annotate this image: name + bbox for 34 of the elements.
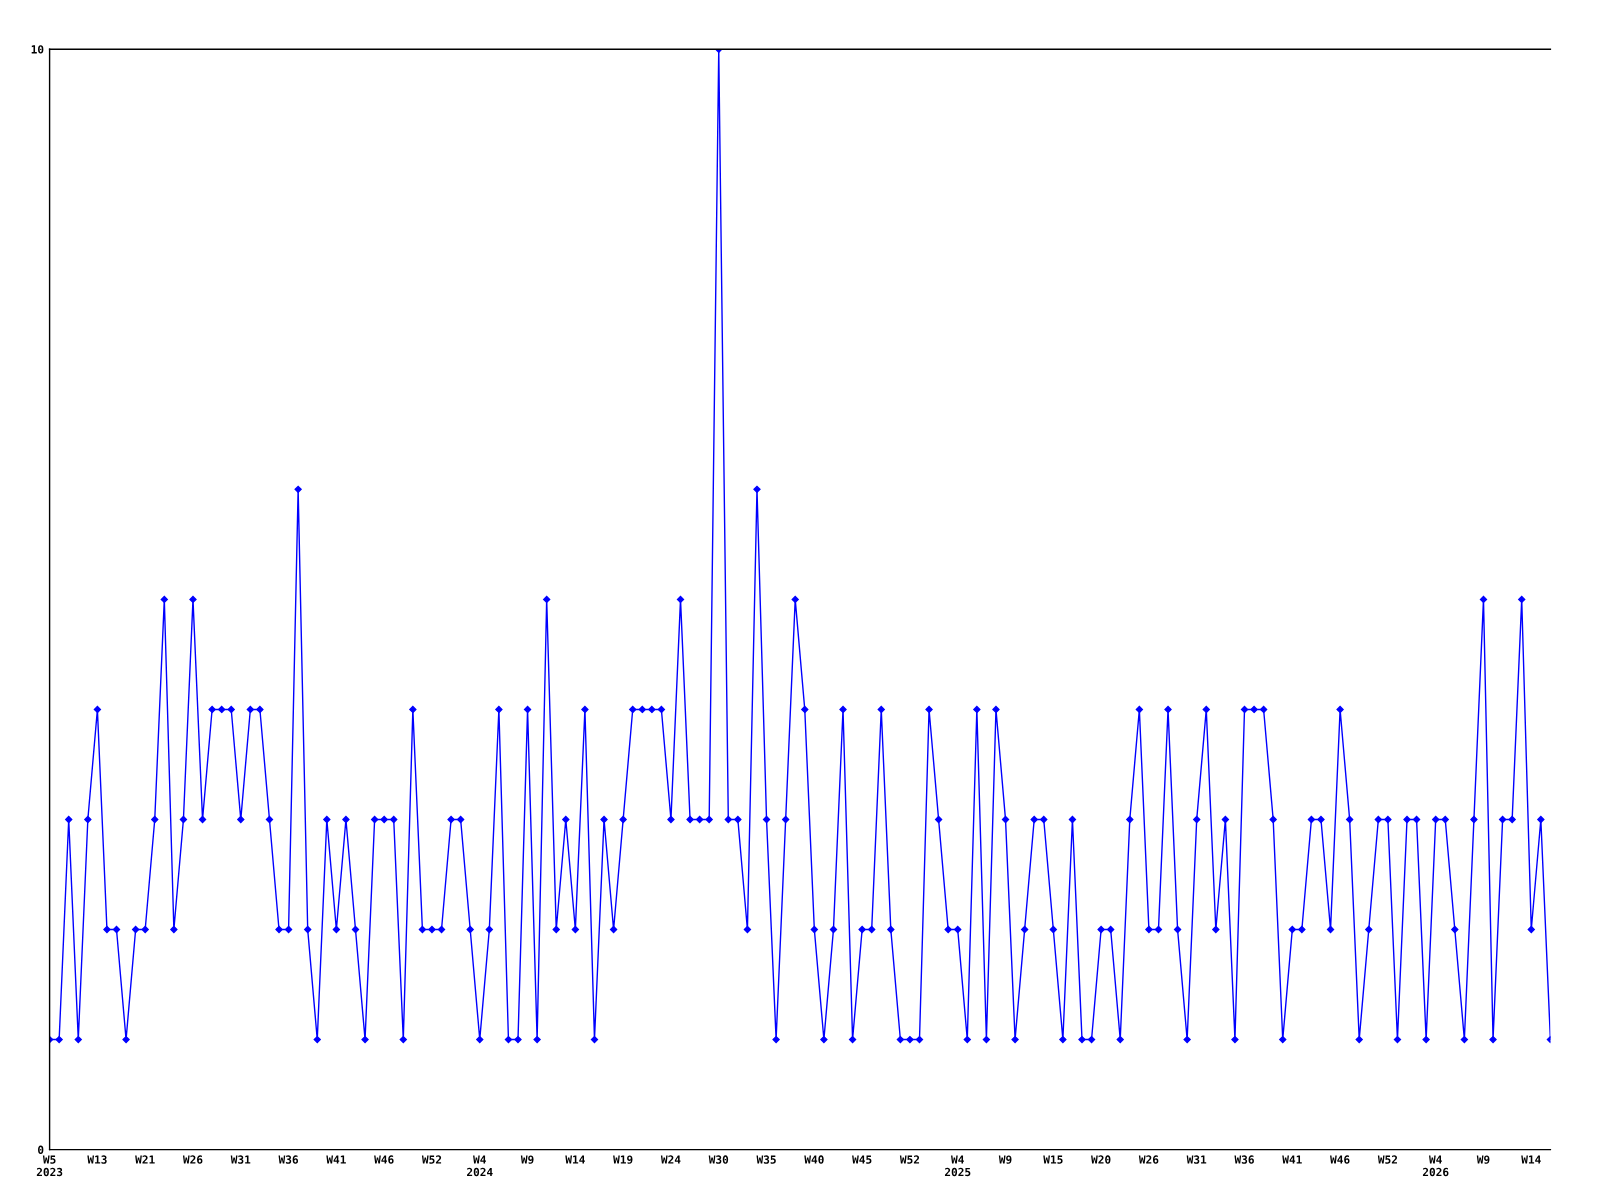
- x-tick-label: W30: [708, 1155, 729, 1164]
- x-tick-label: W21: [135, 1155, 155, 1164]
- x-tick-label: W31: [230, 1155, 251, 1164]
- x-tick-label: W9: [520, 1155, 534, 1164]
- x-tick-label: W52: [1377, 1155, 1398, 1164]
- x-tick-label: W14: [1521, 1155, 1541, 1164]
- x-tick-label: W20: [1091, 1155, 1111, 1164]
- x-tick-label: W4 2025: [944, 1155, 971, 1177]
- x-tick-label: W35: [756, 1155, 776, 1164]
- x-tick-label: W52: [899, 1155, 920, 1164]
- x-tick-label: W46: [374, 1155, 394, 1164]
- x-tick-label: W45: [852, 1155, 872, 1164]
- x-tick-label: W24: [660, 1155, 681, 1164]
- x-tick-label: W36: [278, 1155, 299, 1164]
- x-tick-label: W31: [1186, 1155, 1207, 1164]
- x-tick-label: W9: [998, 1155, 1012, 1164]
- x-tick-label: W36: [1234, 1155, 1254, 1164]
- x-tick-label: W52: [421, 1155, 442, 1164]
- x-tick-label: W4 2024: [467, 1155, 493, 1177]
- x-tick-label: W41: [1282, 1155, 1302, 1164]
- x-tick-label: W5 2023: [36, 1155, 63, 1177]
- x-tick-label: W40: [804, 1155, 824, 1164]
- y-tick-label: 10: [31, 45, 44, 54]
- x-tick-label: W26: [182, 1155, 203, 1164]
- x-tick-label: W46: [1330, 1155, 1350, 1164]
- x-tick-label: W4 2026: [1422, 1155, 1449, 1177]
- x-tick-label: W13: [87, 1155, 107, 1164]
- x-tick-label: W26: [1138, 1155, 1159, 1164]
- x-tick-label: W15: [1043, 1155, 1063, 1164]
- x-tick-label: W9: [1476, 1155, 1490, 1164]
- x-tick-label: W41: [326, 1155, 346, 1164]
- x-tick-label: W19: [613, 1155, 633, 1164]
- x-tick-label: W14: [565, 1155, 585, 1164]
- y-tick-label: 0: [38, 1145, 44, 1154]
